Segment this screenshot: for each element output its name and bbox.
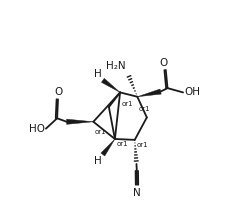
Text: H: H <box>94 156 102 166</box>
Text: N: N <box>133 188 141 198</box>
Text: or1: or1 <box>116 141 128 147</box>
Text: or1: or1 <box>122 101 133 107</box>
Text: O: O <box>159 58 167 68</box>
Text: H₂N: H₂N <box>106 61 126 71</box>
Text: H: H <box>94 69 101 79</box>
Text: OH: OH <box>184 87 200 97</box>
Polygon shape <box>137 89 161 97</box>
Polygon shape <box>101 139 115 156</box>
Text: or1: or1 <box>139 106 151 112</box>
Text: HO: HO <box>29 124 45 134</box>
Polygon shape <box>101 78 120 93</box>
Text: O: O <box>55 87 63 97</box>
Polygon shape <box>67 119 93 124</box>
Text: or1: or1 <box>95 129 106 135</box>
Text: or1: or1 <box>136 142 148 148</box>
